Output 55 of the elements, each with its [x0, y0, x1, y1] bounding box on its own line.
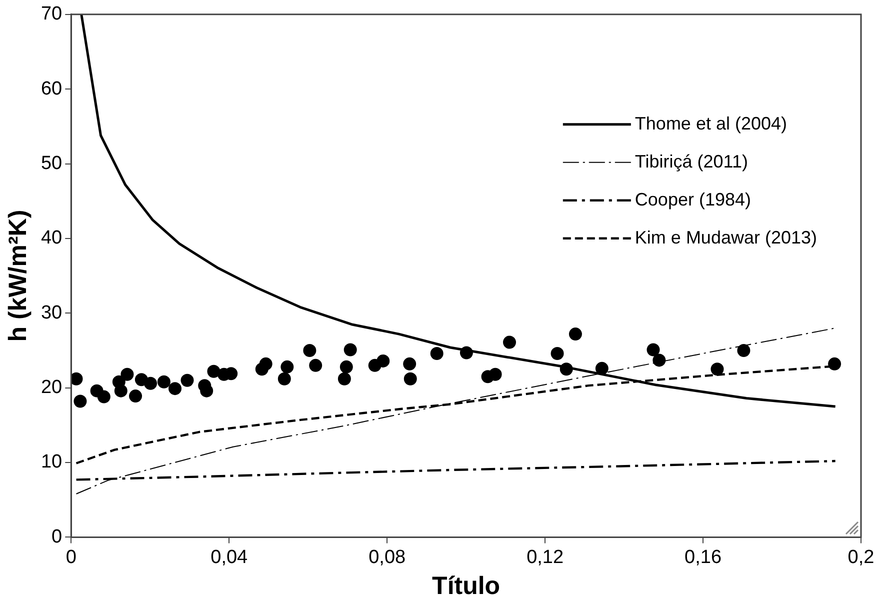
point	[144, 376, 158, 390]
point	[737, 344, 750, 357]
point	[309, 358, 322, 372]
point	[120, 368, 134, 381]
point	[338, 372, 351, 386]
point	[550, 346, 564, 360]
point	[404, 372, 417, 386]
y-tick-label: 0	[52, 526, 62, 548]
x-tick-label: 0,08	[368, 546, 406, 568]
y-axis-title: h (kW/m²K)	[4, 210, 32, 342]
point	[259, 357, 272, 370]
point	[376, 354, 390, 368]
point	[278, 372, 291, 386]
point	[488, 368, 502, 381]
x-tick-label: 0	[66, 546, 76, 568]
point	[114, 384, 128, 398]
x-tick-label: 0,2	[848, 546, 874, 568]
point	[224, 367, 238, 380]
point	[207, 364, 220, 378]
point	[403, 357, 416, 370]
y-tick-label: 10	[40, 452, 62, 473]
point	[157, 375, 170, 388]
point	[646, 343, 660, 356]
legend-label: Cooper (1984)	[634, 189, 752, 210]
y-tick-label: 60	[40, 78, 62, 100]
x-tick-label: 0,04	[210, 546, 248, 568]
point	[280, 360, 294, 374]
point	[97, 390, 110, 404]
point	[595, 362, 608, 375]
y-tick-label: 50	[40, 153, 62, 174]
legend-label: Thome et al (2004)	[634, 113, 788, 134]
point	[71, 372, 83, 386]
y-tick-label: 40	[40, 228, 62, 249]
point	[168, 382, 182, 396]
x-tick-label: 0,16	[684, 546, 722, 568]
point	[430, 346, 444, 360]
point	[344, 343, 357, 356]
y-tick-label: 30	[40, 302, 62, 324]
y-tick-label: 20	[40, 377, 62, 398]
point	[180, 374, 194, 387]
point	[828, 357, 842, 370]
point	[303, 344, 316, 357]
point	[568, 328, 582, 341]
point	[503, 336, 516, 349]
point	[340, 360, 353, 374]
point	[200, 384, 214, 398]
x-tick-label: 0,12	[526, 546, 564, 568]
point	[129, 390, 142, 403]
point	[710, 362, 724, 376]
x-axis-title: Título	[432, 572, 500, 600]
y-tick-label: 70	[40, 4, 62, 25]
point	[652, 354, 666, 367]
legend-label: Tibiriçá (2011)	[634, 151, 748, 172]
point	[74, 394, 87, 408]
legend-label: Kim e Mudawar (2013)	[634, 227, 818, 248]
